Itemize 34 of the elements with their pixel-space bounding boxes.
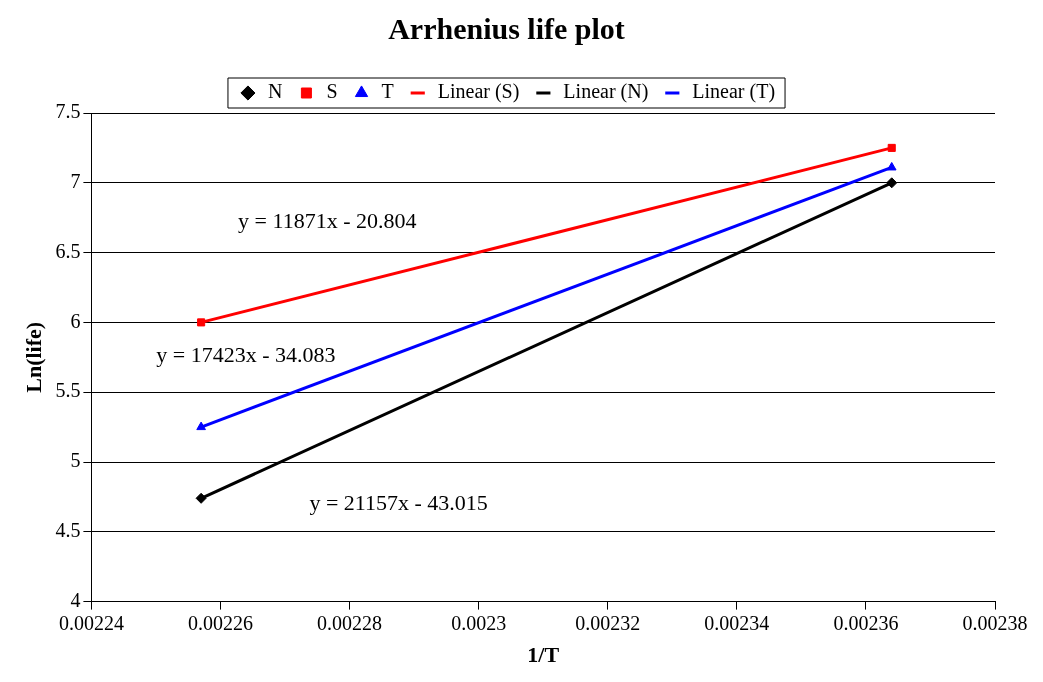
annotation: y = 17423x - 34.083 (156, 342, 336, 368)
y-tick-label: 6 (70, 309, 81, 332)
x-tick-label: 0.00226 (187, 611, 253, 634)
annotation: y = 11871x - 20.804 (238, 208, 417, 234)
legend-label: N (267, 80, 283, 103)
x-tick-label: 0.00228 (317, 611, 383, 634)
y-tick-label: 5 (70, 449, 81, 472)
y-tick-label: 4 (70, 588, 81, 611)
y-tick-label: 7 (70, 170, 81, 193)
annotation: y = 21157x - 43.015 (309, 490, 488, 516)
x-tick-label: 0.00232 (575, 611, 641, 634)
point (887, 143, 896, 152)
y-tick-label: 7.5 (55, 100, 81, 123)
y-axis-title: Ln(life) (20, 321, 46, 393)
legend-label: Linear (S) (437, 80, 520, 104)
x-tick-label: 0.00224 (58, 611, 124, 634)
point (197, 318, 206, 327)
legend-label: Linear (T) (692, 80, 776, 104)
point (195, 492, 207, 504)
x-axis-title: 1/T (527, 642, 560, 668)
chart-title: Arrhenius life plot (388, 11, 625, 45)
y-tick-label: 4.5 (55, 519, 81, 542)
x-tick-label: 0.00236 (833, 611, 899, 634)
x-tick-label: 0.00238 (962, 611, 1028, 634)
y-tick-label: 6.5 (55, 239, 81, 262)
legend-label: T (381, 80, 394, 103)
x-tick-label: 0.00234 (704, 611, 770, 634)
point (886, 177, 898, 189)
y-tick-label: 5.5 (55, 379, 81, 402)
legend-label: Linear (N) (563, 80, 649, 104)
x-tick-label: 0.0023 (451, 611, 507, 634)
point (196, 421, 206, 431)
point (886, 161, 897, 171)
legend-label: S (326, 80, 338, 103)
